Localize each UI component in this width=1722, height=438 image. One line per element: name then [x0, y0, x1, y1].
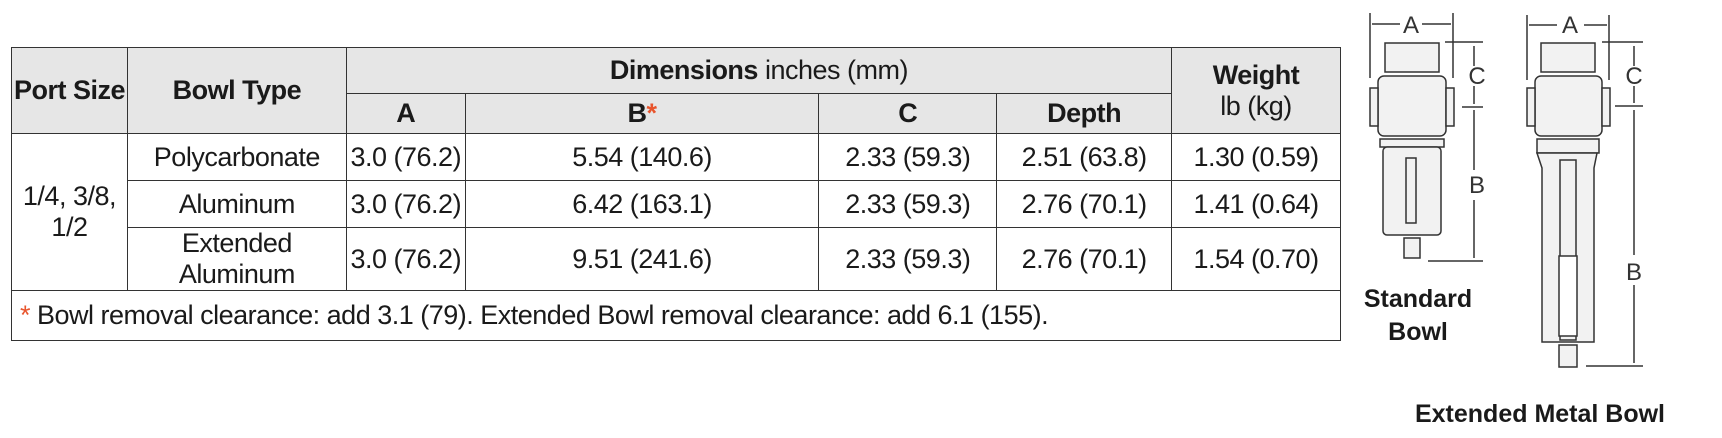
depth-cell: 2.76 (70.1) [996, 227, 1173, 291]
bowl-cell: Extended Aluminum [126, 227, 347, 291]
footnote-row: * Bowl removal clearance: add 3.1 (79). … [11, 290, 1341, 341]
port-size-cell: 1/4, 3/8, 1/2 [11, 133, 128, 291]
header-depth: Depth [996, 93, 1173, 134]
header-dimensions: Dimensions inches (mm) [345, 47, 1173, 94]
dimensions-units: inches (mm) [764, 55, 909, 85]
caption-line: Bowl [1388, 318, 1448, 346]
a-cell: 3.0 (76.2) [345, 180, 466, 228]
header-c: C [818, 93, 998, 134]
table-row: Extended Aluminum 3.0 (76.2) 9.51 (241.6… [12, 227, 1341, 291]
table-row: 1/4, 3/8, 1/2 Polycarbonate 3.0 (76.2) 5.… [11, 133, 1341, 291]
depth-cell: 2.76 (70.1) [996, 180, 1173, 228]
c-cell: 2.33 (59.3) [818, 227, 998, 291]
footnote-asterisk: * [20, 300, 31, 330]
header-bowl-type: Bowl Type [126, 47, 347, 134]
footnote: * Bowl removal clearance: add 3.1 (79). … [11, 290, 1341, 341]
c-cell: 2.33 (59.3) [818, 180, 998, 228]
port-size-line: 1/2 [51, 212, 88, 242]
weight-cell: 1.30 (0.59) [1171, 133, 1341, 181]
weight-label: Weight [1212, 59, 1300, 90]
b-cell: 5.54 (140.6) [464, 133, 820, 181]
standard-bowl-drawing: A C B [1369, 12, 1486, 262]
a-cell: 3.0 (76.2) [345, 133, 466, 181]
filter-dimension-drawings: A C B A C B [1369, 12, 1643, 368]
c-cell: 2.33 (59.3) [818, 133, 998, 181]
bowl-cell: Polycarbonate [126, 133, 347, 181]
header-weight: Weight lb (kg) [1171, 47, 1341, 134]
bowl-cell: Aluminum [126, 180, 347, 228]
header-b: B* [464, 93, 820, 134]
dim-c-label: C [1468, 63, 1485, 90]
depth-cell: 2.51 (63.8) [996, 133, 1173, 181]
weight-cell: 1.41 (0.64) [1171, 180, 1341, 228]
weight-units: lb (kg) [1220, 90, 1292, 121]
a-cell: 3.0 (76.2) [345, 227, 466, 291]
extended-bowl-caption: Extended Metal Bowl [1414, 400, 1666, 428]
b-cell: 6.42 (163.1) [464, 180, 820, 228]
extended-bowl-drawing: A C B [1526, 12, 1643, 368]
header-port-size: Port Size [11, 47, 128, 134]
header-a: A [345, 93, 466, 134]
caption-line: Standard [1363, 285, 1473, 313]
header-b-label: B [627, 98, 648, 128]
dimensions-table: Port Size Bowl Type Dimensions inches (m… [11, 47, 1341, 341]
dimensions-label: Dimensions [609, 55, 759, 85]
asterisk-mark: * [646, 98, 658, 128]
dim-c-label: C [1625, 63, 1642, 90]
b-cell: 9.51 (241.6) [464, 227, 820, 291]
dim-a-label: A [1403, 12, 1419, 39]
standard-bowl-caption: Standard Bowl [1353, 283, 1483, 349]
footnote-text: Bowl removal clearance: add 3.1 (79). Ex… [37, 300, 1049, 330]
dim-a-label: A [1562, 12, 1578, 39]
dim-b-label: B [1626, 259, 1642, 286]
dim-b-label: B [1469, 172, 1485, 199]
table-row: Aluminum 3.0 (76.2) 6.42 (163.1) 2.33 (5… [12, 180, 1341, 228]
port-size-line: 1/4, 3/8, [22, 181, 117, 211]
